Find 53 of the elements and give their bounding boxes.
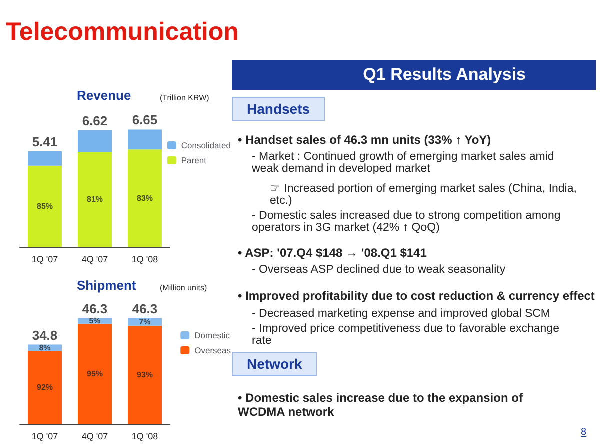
text: - Market : Continued growth of emerging market sales amid weak demand in developed market bbox=[252, 151, 556, 175]
annotation: 95% bbox=[86, 369, 104, 378]
chart-title: Shipment bbox=[77, 278, 137, 293]
text: - Overseas ASP declined due to weak seasonality bbox=[252, 264, 507, 276]
text: - Domestic sales increased due to strong competition among operators in 3G market (42% ↑ QoQ) bbox=[252, 210, 562, 234]
x-tick-label: 4Q '07 bbox=[82, 432, 108, 442]
x-tick-label: 1Q '08 bbox=[132, 254, 158, 264]
text: • Domestic sales increase due to the expansion of WCDMA network bbox=[238, 391, 524, 419]
text: 6.65 bbox=[132, 112, 158, 128]
x-tick-label: 1Q '08 bbox=[132, 432, 158, 442]
text: • ASP: '07.Q4 $148 → '08.Q1 $141 bbox=[238, 246, 428, 260]
bar bbox=[78, 130, 112, 152]
text: Network bbox=[232, 352, 318, 376]
x-tick-label: 1Q '07 bbox=[32, 254, 58, 264]
text: - Decreased marketing expense and improved global SCM bbox=[252, 308, 552, 320]
annotation: 92% bbox=[36, 383, 54, 392]
bar bbox=[128, 150, 162, 247]
text: 8 bbox=[581, 427, 587, 438]
legend-label: Parent bbox=[181, 156, 208, 166]
bar bbox=[28, 166, 62, 247]
annotation: 5.41 bbox=[32, 134, 58, 150]
annotation: 83% bbox=[136, 194, 154, 203]
x-tick-label: 1Q '07 bbox=[32, 432, 58, 442]
text: - Improved price competitiveness due to favorable exchange rate bbox=[252, 323, 560, 347]
text: Handsets bbox=[232, 97, 326, 121]
bar bbox=[128, 130, 162, 150]
text: 46.3 bbox=[82, 302, 108, 317]
text: • Improved profitability due to cost reduction & currency effect bbox=[238, 289, 596, 303]
annotation: 85% bbox=[36, 202, 54, 211]
chart-subtitle: (Million units) bbox=[160, 284, 208, 292]
text: 46.3 bbox=[132, 302, 158, 317]
bar bbox=[128, 326, 162, 424]
text: Q1 Results Analysis bbox=[232, 60, 596, 90]
bar bbox=[28, 351, 62, 424]
legend-label: Domestic bbox=[194, 330, 231, 340]
chart-title: Revenue bbox=[77, 88, 132, 103]
text: 6.62 bbox=[82, 113, 108, 128]
annotation: 8% bbox=[39, 343, 51, 352]
bar bbox=[28, 152, 62, 166]
annotation: 34.8 bbox=[32, 328, 58, 343]
legend-label: Consolidated bbox=[181, 140, 232, 150]
text: ☞ Increased portion of emerging market sales (China, India, etc.) bbox=[270, 182, 578, 207]
bar bbox=[78, 324, 112, 424]
annotation: 93% bbox=[136, 370, 154, 380]
annotation: 7% bbox=[139, 318, 151, 327]
x-tick-label: 4Q '07 bbox=[82, 254, 108, 264]
annotation: 5% bbox=[89, 316, 101, 326]
legend-label: Overseas bbox=[194, 346, 231, 356]
chart-subtitle: (Trillion KRW) bbox=[160, 94, 210, 102]
text: Telecommunication bbox=[6, 18, 239, 47]
annotation: 81% bbox=[86, 195, 104, 204]
bar bbox=[78, 152, 112, 247]
text: • Handset sales of 46.3 mn units (33% ↑ YoY) bbox=[238, 133, 492, 147]
